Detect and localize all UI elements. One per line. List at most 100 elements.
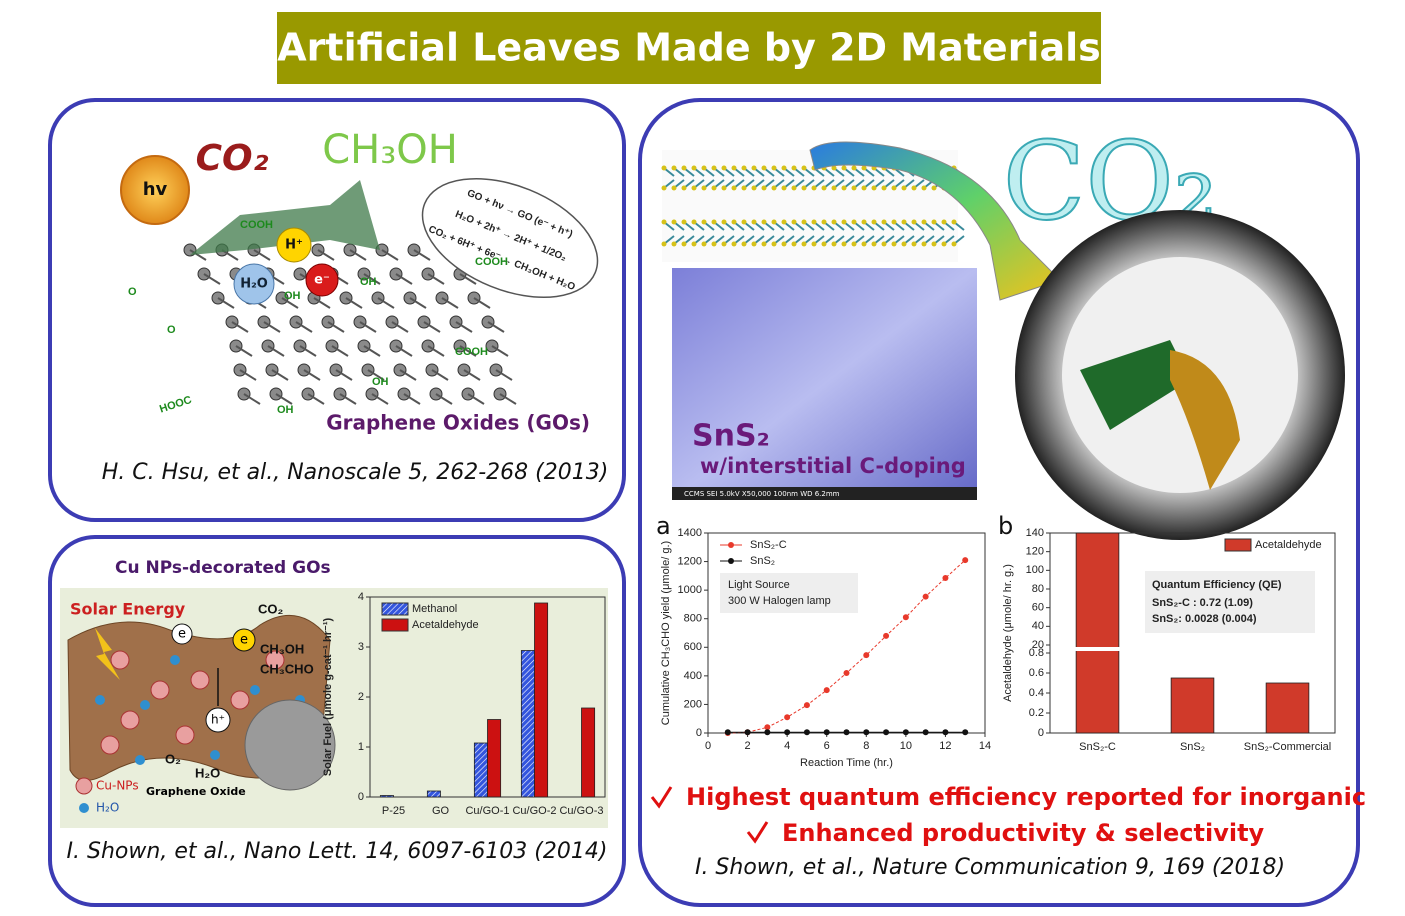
annotation-line: Light Source: [728, 579, 790, 591]
water-molecule: [210, 750, 220, 760]
legend-particle: [75, 777, 93, 795]
citation: I. Shown, et al., Nano Lett. 14, 6097-61…: [67, 839, 608, 864]
legend-swatch: [381, 602, 409, 616]
fuel-stream: [1170, 350, 1240, 490]
lattice-atom: [771, 165, 777, 171]
data-point: [883, 729, 890, 736]
bond: [217, 297, 235, 309]
functional-group: OH: [372, 376, 389, 388]
bond: [335, 369, 353, 381]
bond: [313, 297, 331, 309]
functional-group: COOH: [240, 219, 273, 231]
annotation-box: [720, 573, 858, 613]
y-tick-label: 800: [684, 613, 702, 625]
legend-label: Acetaldehyde: [412, 619, 479, 631]
lattice-atom: [751, 185, 757, 191]
lattice-atom: [751, 165, 757, 171]
lattice-atom: [751, 219, 757, 225]
data-point: [922, 729, 929, 736]
data-point: [784, 714, 791, 721]
lattice-atom: [901, 185, 907, 191]
lattice-atom: [681, 219, 687, 225]
copper-particle: [110, 650, 130, 670]
lattice-atom: [781, 219, 787, 225]
functional-group: O: [128, 286, 137, 298]
lattice-atom: [921, 241, 927, 247]
functional-group: HOOC: [158, 394, 193, 416]
legend-marker: [728, 558, 734, 564]
bar: [1265, 682, 1310, 734]
water-molecule: [95, 695, 105, 705]
electron-label: e: [240, 633, 248, 648]
lattice-atom: [731, 241, 737, 247]
bond: [391, 321, 409, 333]
axis-break: [1051, 647, 1334, 651]
panel-heading: Cu NPs-decorated GOs: [115, 558, 331, 578]
y-tick-label: 1400: [678, 527, 702, 539]
bond: [243, 393, 261, 405]
lattice-atom: [741, 165, 747, 171]
lattice-atom: [871, 185, 877, 191]
bond: [487, 321, 505, 333]
functional-group: COOH: [455, 346, 488, 358]
bond: [459, 345, 477, 357]
data-point: [823, 729, 830, 736]
bond: [275, 393, 293, 405]
lattice-atom: [901, 241, 907, 247]
bar: [379, 795, 394, 798]
bond: [371, 393, 389, 405]
lattice-atom: [801, 219, 807, 225]
y-axis-label: Solar Fuel (μmole g-cat⁻¹ hr⁻¹): [322, 618, 334, 777]
panel-frame: [638, 98, 1360, 907]
y-tick-label: 1000: [678, 584, 702, 596]
particles: [95, 650, 305, 765]
lattice-atom: [711, 219, 717, 225]
lattice-atom: [851, 241, 857, 247]
bond: [303, 369, 321, 381]
lattice-atom: [831, 165, 837, 171]
bond: [359, 321, 377, 333]
highlight: Highest quantum efficiency reported for …: [686, 783, 1366, 811]
x-tick-label: SnS₂-Commercial: [1244, 741, 1331, 753]
lattice-atom: [831, 219, 837, 225]
y-tick-label: 0.8: [1029, 647, 1044, 659]
lattice-atom: [821, 241, 827, 247]
legend-label: SnS₂-C: [750, 539, 787, 551]
bond: [409, 297, 427, 309]
bond: [395, 345, 413, 357]
x-tick-label: Cu/GO-2: [512, 805, 556, 817]
lattice-atom: [731, 219, 737, 225]
bond: [423, 321, 441, 333]
x-tick-label: Cu/GO-1: [465, 805, 509, 817]
lattice-atom: [701, 219, 707, 225]
legend-water: [79, 803, 89, 813]
bond: [463, 369, 481, 381]
data-point: [902, 729, 909, 736]
water-molecule: [250, 685, 260, 695]
y-tick-label: 4: [358, 591, 364, 603]
bar: [520, 650, 535, 798]
x-tick-label: 2: [745, 740, 751, 752]
bond: [467, 393, 485, 405]
lattice-atom: [891, 219, 897, 225]
functional-group: COOH: [475, 256, 508, 268]
bond: [271, 369, 289, 381]
functional-group: O: [167, 324, 176, 336]
lattice-atom: [721, 219, 727, 225]
data-point: [902, 614, 909, 621]
y-tick-label: 0: [696, 727, 702, 739]
lattice-atom: [761, 185, 767, 191]
lattice-atom: [761, 219, 767, 225]
bond: [395, 273, 413, 285]
y-tick-label: 2: [358, 691, 364, 703]
product-label: CH₃OH: [322, 127, 458, 173]
data-point: [883, 632, 890, 639]
lattice-atom: [921, 219, 927, 225]
water-molecule: [170, 655, 180, 665]
title-bar: [277, 12, 1101, 84]
doping-label: w/interstitial C-doping: [700, 454, 966, 478]
y-tick-label: 600: [684, 641, 702, 653]
lattice-atom: [861, 219, 867, 225]
